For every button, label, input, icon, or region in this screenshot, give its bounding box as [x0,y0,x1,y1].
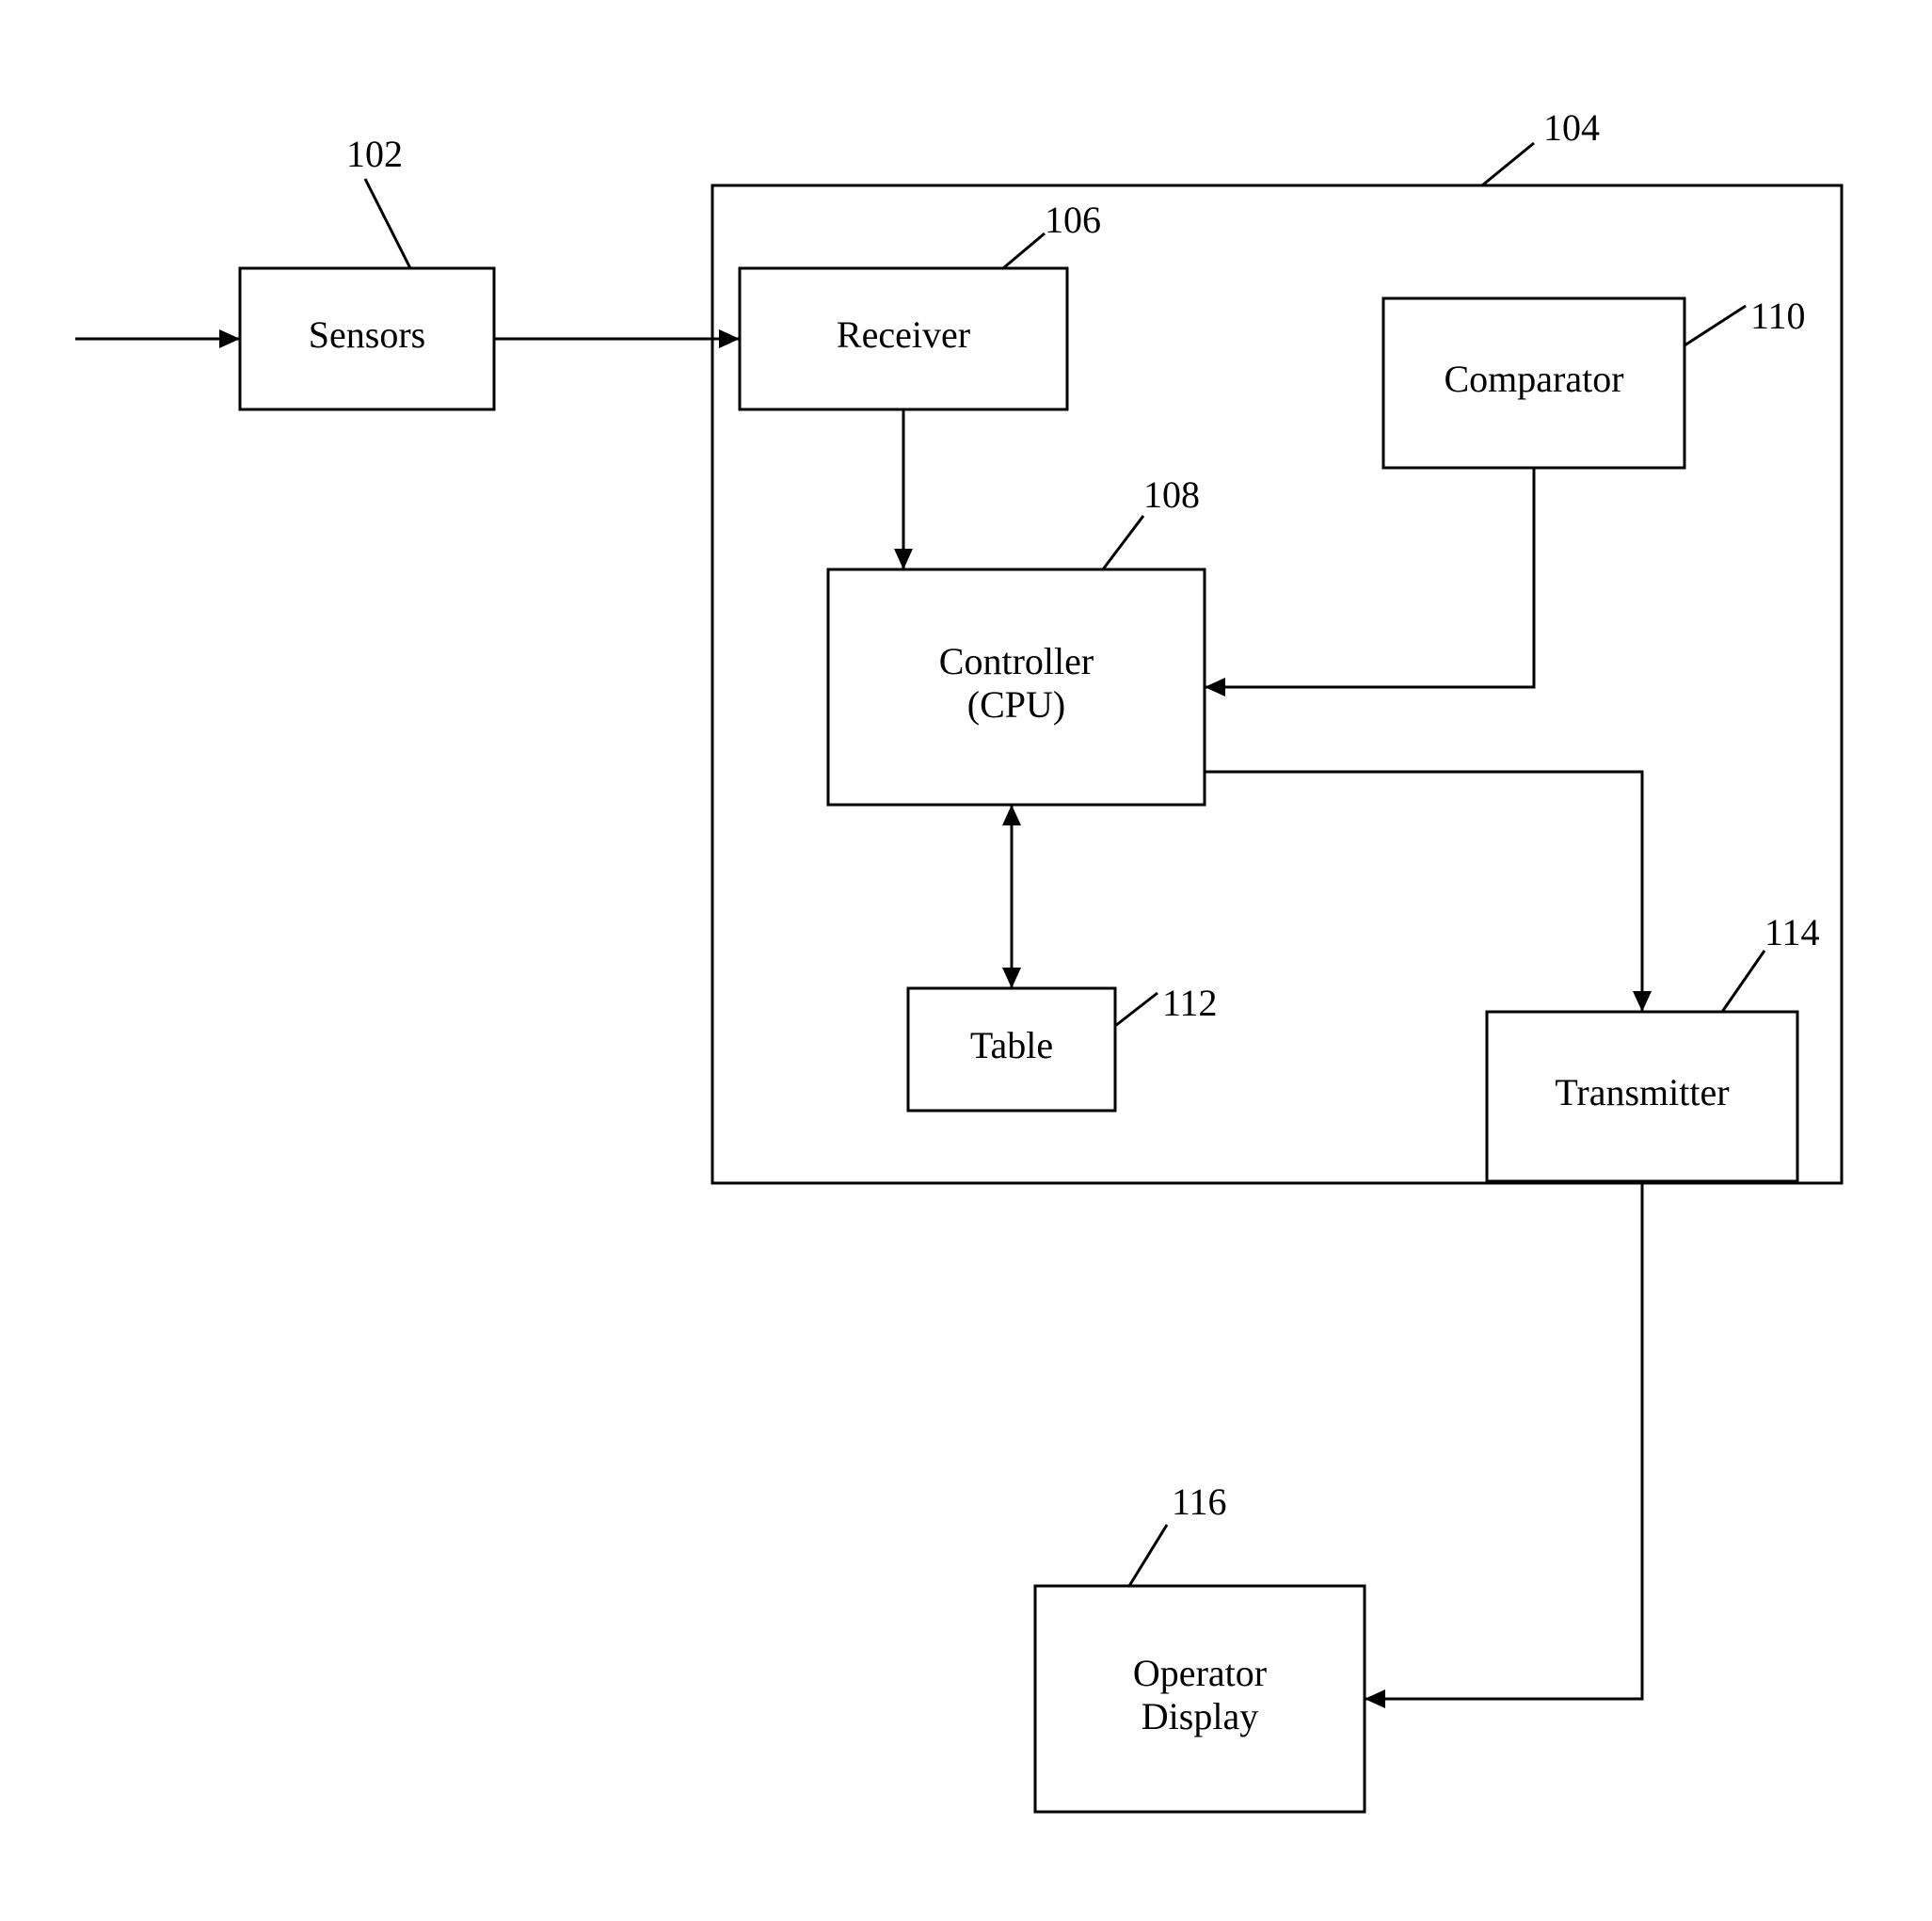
node-label-receiver: Receiver [837,313,970,356]
leader-controller [1103,516,1143,569]
node-label-transmitter: Transmitter [1555,1071,1729,1113]
refnum-transmitter: 114 [1764,911,1820,953]
leader-container [1482,143,1534,185]
leader-transmitter [1722,951,1764,1012]
refnum-receiver: 106 [1045,199,1101,241]
node-label-display: OperatorDisplay [1133,1652,1267,1737]
leader-display [1129,1525,1167,1586]
leader-comparator [1685,306,1746,345]
refnum-display: 116 [1172,1481,1227,1523]
leader-table [1115,993,1158,1026]
node-label-comparator: Comparator [1444,358,1623,400]
refnum-sensors: 102 [346,133,403,175]
leader-sensors [365,179,410,268]
refnum-comparator: 110 [1750,295,1806,337]
node-label-table: Table [970,1024,1053,1066]
block-diagram: Sensors102Receiver106Comparator110Contro… [0,0,1932,1921]
edge-transmitter-display [1365,1181,1642,1699]
edge-comparator-controller [1205,468,1534,687]
node-label-sensors: Sensors [309,313,425,356]
refnum-table: 112 [1162,982,1218,1024]
refnum-container: 104 [1543,106,1600,149]
refnum-controller: 108 [1143,473,1200,516]
edge-controller-transmitter [1205,772,1642,1012]
leader-receiver [1003,233,1045,268]
